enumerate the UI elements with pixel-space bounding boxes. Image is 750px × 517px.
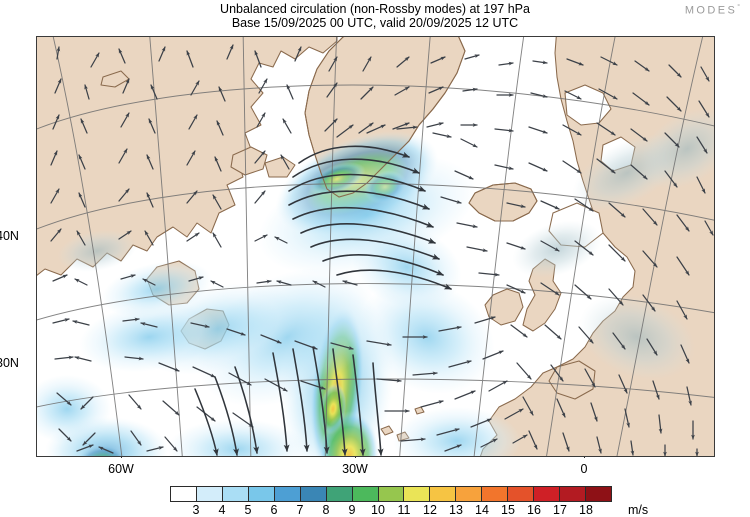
- shading-midocean-3: [79, 301, 219, 373]
- shading-south-west: [37, 375, 111, 443]
- colorbar-segment: [300, 487, 327, 501]
- modes-logo: MODES°: [685, 4, 740, 17]
- colorbar-segment: [508, 487, 535, 501]
- colorbar-units-label: m/s: [628, 503, 649, 517]
- colorbar-segment: [560, 487, 586, 501]
- colorbar-segment: [430, 487, 457, 501]
- wind-vector-layer: [50, 44, 714, 456]
- colorbar-tick-15: 15: [501, 503, 515, 517]
- colorbar-segment: [404, 487, 431, 501]
- x-tick-label-60w: 60W: [108, 462, 134, 476]
- graticule-meridian-70w: [52, 37, 123, 456]
- colorbar-segment: [378, 487, 405, 501]
- colorbar-segment: [196, 487, 223, 501]
- land-arctic-island-1: [230, 146, 268, 176]
- colorbar-tick-14: 14: [475, 503, 489, 517]
- land-island-small-1: [100, 70, 130, 88]
- shading-south-mid: [167, 419, 307, 456]
- shading-labrador: [57, 230, 137, 272]
- colorbar-segment: [171, 487, 197, 501]
- colorbar-tick-10: 10: [371, 503, 385, 517]
- modes-logo-text: MODES: [684, 4, 738, 17]
- map-canvas: [37, 37, 714, 456]
- y-tick-label-30n: 30N: [0, 356, 19, 370]
- chart-title: Unbalanced circulation (non-Rossby modes…: [0, 2, 750, 30]
- map-plot-area: [36, 36, 715, 457]
- colorbar-segment: [482, 487, 509, 501]
- coastline-overlay: [304, 37, 538, 222]
- colorbar-segment: [326, 487, 353, 501]
- colorbar-segment: [534, 487, 561, 501]
- graticule-meridian-10w: [546, 37, 616, 456]
- land-ireland: [484, 288, 524, 326]
- graticule-meridian-50w: [242, 37, 252, 456]
- colorbar-tick-13: 13: [449, 503, 463, 517]
- shading-midocean-5: [352, 225, 462, 309]
- colorbar-tick-11: 11: [397, 503, 411, 517]
- colorbar-segment: [456, 487, 483, 501]
- x-tick-label-0: 0: [580, 462, 588, 476]
- colorbar-tick-12: 12: [423, 503, 437, 517]
- shading-scandinavia-2: [639, 109, 714, 189]
- title-line-2: Base 15/09/2025 00 UTC, valid 20/09/2025…: [231, 16, 519, 30]
- land-norway-sea-indent: [564, 84, 612, 126]
- graticule-meridian-20w: [473, 37, 525, 456]
- graticule-parallel-60n: [37, 84, 714, 130]
- colorbar-tick-6: 6: [270, 503, 278, 517]
- modes-logo-mark: °: [737, 4, 740, 11]
- colorbar-tick-8: 8: [322, 503, 330, 517]
- colorbar-segment: [248, 487, 275, 501]
- graticule-meridian-0: [616, 37, 704, 456]
- colorbar-tick-5: 5: [244, 503, 252, 517]
- graticule-parallel-30n: [37, 378, 714, 408]
- colorbar-tick-3: 3: [192, 503, 200, 517]
- colorbar-tick-7: 7: [296, 503, 304, 517]
- colorbar-segment: [274, 487, 301, 501]
- colorbar-tick-4: 4: [218, 503, 226, 517]
- colorbar-segment: [352, 487, 379, 501]
- y-tick-label-40n: 40N: [0, 229, 19, 243]
- colorbar-tick-16: 16: [527, 503, 541, 517]
- shading-europe-south: [578, 294, 696, 380]
- x-tick-label-30w: 30W: [342, 462, 368, 476]
- shading-newfoundland: [101, 261, 213, 317]
- colorbar-tick-17: 17: [553, 503, 567, 517]
- colorbar: [170, 486, 612, 502]
- title-line-1: Unbalanced circulation (non-Rossby modes…: [220, 2, 530, 16]
- land-arctic-island-2: [264, 156, 296, 178]
- colorbar-tick-9: 9: [348, 503, 356, 517]
- shading-band-tail: [318, 411, 380, 456]
- colorbar-tick-labels: 3 4 5 6 7 8 9 10 11 12 13 14 15 16 17 18: [170, 503, 612, 517]
- colorbar-tick-18: 18: [579, 503, 593, 517]
- colorbar-segment: [586, 487, 611, 501]
- colorbar-segment: [222, 487, 249, 501]
- graticule-meridian-30w: [399, 37, 431, 456]
